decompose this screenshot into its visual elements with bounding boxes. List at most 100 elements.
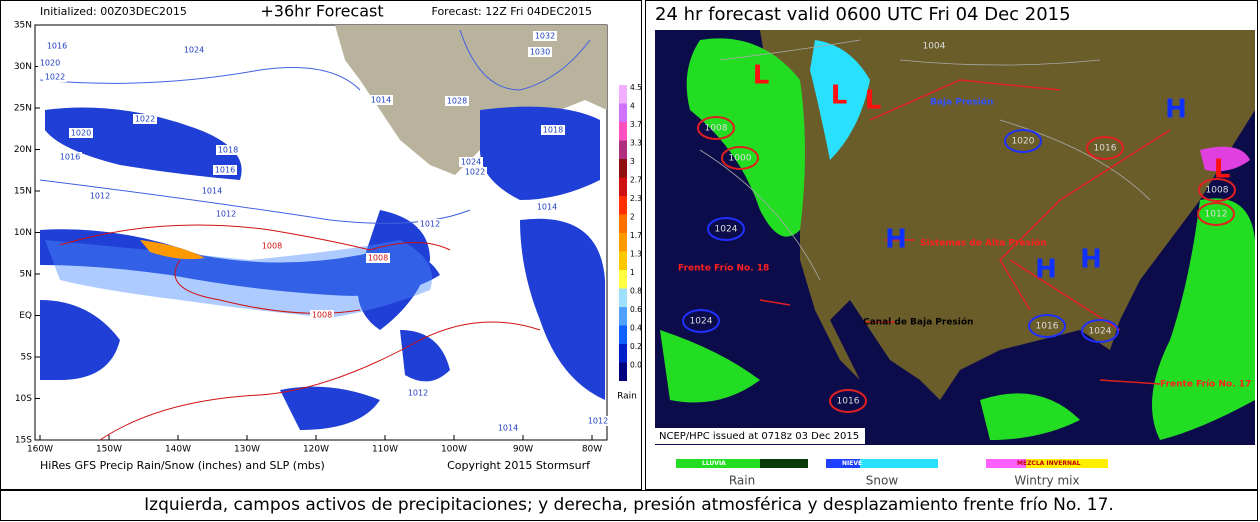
- lon-label: 120W: [303, 445, 329, 455]
- pressure-circle: [707, 217, 745, 241]
- colorbar-swatch: [619, 140, 627, 159]
- isobar-label: 1024: [461, 158, 481, 167]
- isobar-label-bg: [496, 423, 520, 433]
- pressure-circle: [682, 309, 720, 333]
- colorbar-label: 0.0: [630, 361, 642, 370]
- pressure-circle: [1198, 178, 1236, 202]
- annotation: Baja Presión: [930, 97, 993, 108]
- isobar-label: 1028: [447, 97, 467, 106]
- lon-label: 100W: [441, 445, 467, 455]
- colorbar-swatch: [619, 325, 627, 344]
- left-title: +36hr Forecast: [260, 2, 383, 21]
- isobar-label: 1012: [588, 417, 608, 426]
- isobar-label: 1020: [40, 59, 60, 68]
- isobar-label: 1008: [368, 254, 388, 263]
- isobar-label-bg: [535, 202, 559, 212]
- colorbar-label: 1.3: [630, 250, 642, 259]
- annotation: Canal de Baja Presión: [863, 317, 973, 328]
- isobar-label-bg: [38, 58, 62, 68]
- isobar-label-bg: [214, 209, 238, 219]
- colorbar-label: 2.3: [630, 194, 642, 203]
- snow-area: [810, 40, 870, 160]
- precip-area: [480, 106, 600, 200]
- isobar-label-bg: [459, 157, 483, 167]
- isobar-label: 1024: [690, 317, 713, 327]
- isobar-label: 1016: [1036, 322, 1059, 332]
- lat-label: 25N: [14, 104, 32, 114]
- precip-area: [520, 218, 605, 400]
- rain-area: [980, 393, 1080, 440]
- annotation: Sistemas de Alta Presión: [920, 238, 1047, 249]
- legend-bar-snow: [826, 459, 938, 468]
- colorbar-label: 3.3: [630, 139, 642, 148]
- isobar-label-bg: [260, 241, 284, 251]
- colorbar-swatch: [619, 196, 627, 215]
- lat-label: 5N: [20, 270, 32, 280]
- isobar-label: 1008: [705, 124, 728, 134]
- land: [760, 30, 1255, 400]
- isobar-label-bg: [541, 125, 565, 135]
- isobar-label-bg: [88, 191, 112, 201]
- isobar-label-bg: [533, 31, 557, 41]
- pressure-letter: L: [865, 86, 882, 116]
- rain-areas: [660, 38, 1255, 440]
- isobar-label: 1022: [135, 115, 155, 124]
- pressure-letter: H: [1035, 255, 1057, 285]
- pressure-circle: [1081, 319, 1119, 343]
- pressure-circle: [829, 389, 867, 413]
- isobar-label-bg: [69, 128, 93, 138]
- colorbar-swatch: [619, 159, 627, 178]
- rain-area: [686, 38, 805, 237]
- isobar-label: 1024: [715, 225, 738, 235]
- legend-bar-mix-light: [986, 459, 1026, 468]
- colorbar-label: 1.7: [630, 231, 642, 240]
- isobar-label-bg: [58, 152, 82, 162]
- lat-label: EQ: [19, 311, 32, 321]
- colorbar-swatch: [619, 177, 627, 196]
- isobar-label: 1020: [71, 129, 91, 138]
- isobar-label: 1018: [543, 126, 563, 135]
- colorbar-label: 4.5: [630, 83, 642, 92]
- isobar-label: 1012: [216, 210, 236, 219]
- lon-label: 150W: [96, 445, 122, 455]
- isobar-label: 1008: [1206, 186, 1229, 196]
- caption-box: [0, 490, 1258, 521]
- isobar-label: 1018: [218, 146, 238, 155]
- lat-label: 15S: [15, 436, 32, 446]
- precip-medium: [45, 240, 432, 318]
- lon-label: 130W: [234, 445, 260, 455]
- lon-label: 140W: [165, 445, 191, 455]
- pressure-circle: [721, 146, 759, 170]
- colorbar-swatch: [619, 85, 627, 104]
- isobar-label-bg: [418, 219, 442, 229]
- colorbar-swatch: [619, 251, 627, 270]
- isobar-label: 1016: [1094, 144, 1117, 154]
- isobar-label: 1014: [537, 203, 557, 212]
- isobar-label: 1014: [371, 96, 391, 105]
- legend-bar-mix: [986, 459, 1108, 468]
- colorbar-label: 0.2: [630, 342, 642, 351]
- colorbar-swatch: [619, 122, 627, 141]
- issued: NCEP/HPC issued at 0718z 03 Dec 2015: [659, 431, 859, 442]
- lat-label: 10N: [14, 228, 32, 238]
- initialized: Initialized: 00Z03DEC2015: [40, 5, 187, 18]
- isobar-label: 1022: [465, 168, 485, 177]
- isobar-label: 1016: [47, 42, 67, 51]
- colorbar-label: 0.8: [630, 287, 642, 296]
- colorbar-label: 4: [630, 102, 635, 111]
- legend-bar-rain: [676, 459, 808, 468]
- rain-area: [1152, 198, 1255, 440]
- isobar-label: 1020: [1012, 137, 1035, 147]
- isobar-label-bg: [213, 165, 237, 175]
- precip-area: [400, 330, 450, 382]
- legend-label: Wintry mix: [1014, 474, 1079, 488]
- isobar-label-bg: [406, 388, 430, 398]
- isobar-label: 1030: [530, 48, 550, 57]
- colorbar-swatch: [619, 288, 627, 307]
- legend-bar-label: MEZCLA INVERNAL: [1017, 460, 1081, 467]
- pressure-circle: [1004, 129, 1042, 153]
- lon-label: 80W: [582, 445, 602, 455]
- isobar-label-bg: [463, 167, 487, 177]
- isobar-label-bg: [586, 416, 610, 426]
- legend-bar-rain-heavy: [760, 459, 808, 468]
